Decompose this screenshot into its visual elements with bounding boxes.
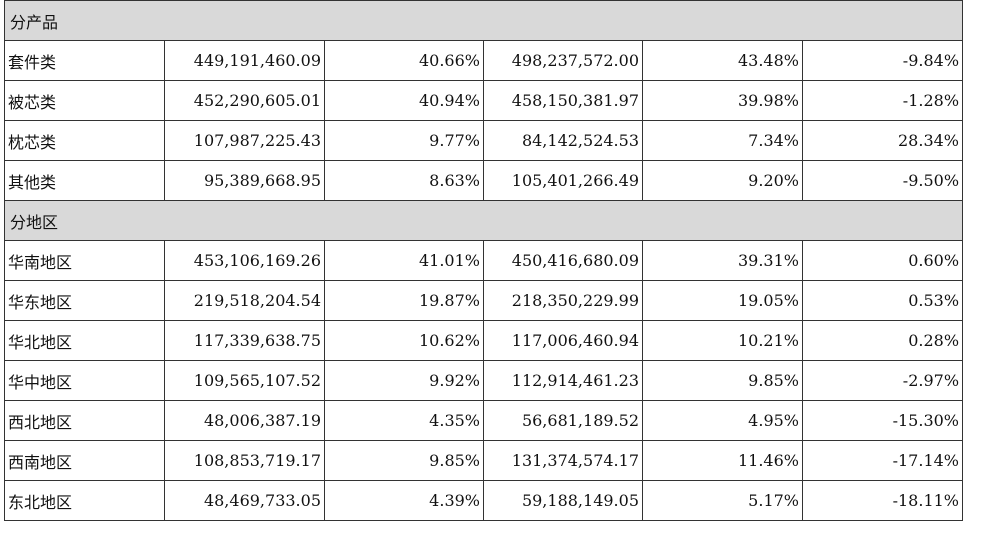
prior-share-cell: 7.34% [642, 120, 803, 161]
prior-share-cell: 9.20% [642, 160, 803, 201]
prior-share-cell: 19.05% [642, 280, 803, 321]
current-share-cell: 9.77% [324, 120, 484, 161]
row-label: 西南地区 [4, 440, 165, 481]
current-amount-cell: 117,339,638.75 [164, 320, 325, 361]
prior-share-cell: 10.21% [642, 320, 803, 361]
row-label: 其他类 [4, 160, 165, 201]
prior-amount-cell: 218,350,229.99 [483, 280, 643, 321]
row-label: 华南地区 [4, 240, 165, 281]
current-share-cell: 4.35% [324, 400, 484, 441]
table-row: 华南地区 453,106,169.26 41.01% 450,416,680.0… [4, 240, 964, 281]
current-amount-cell: 453,106,169.26 [164, 240, 325, 281]
change-cell: 0.28% [801, 320, 964, 361]
row-label: 被芯类 [4, 80, 165, 121]
table-row: 华北地区 117,339,638.75 10.62% 117,006,460.9… [4, 320, 964, 361]
section-header-row: 分产品 [3, 0, 964, 41]
prior-share-cell: 5.17% [642, 480, 803, 521]
prior-amount-cell: 84,142,524.53 [483, 120, 643, 161]
table-row: 套件类 449,191,460.09 40.66% 498,237,572.00… [4, 40, 964, 81]
row-label: 华北地区 [4, 320, 165, 361]
prior-share-cell: 9.85% [642, 360, 803, 401]
table-row: 华中地区 109,565,107.52 9.92% 112,914,461.23… [4, 360, 964, 401]
current-amount-cell: 48,006,387.19 [164, 400, 325, 441]
prior-amount-cell: 59,188,149.05 [483, 480, 643, 521]
row-label: 西北地区 [4, 400, 165, 441]
current-amount-cell: 108,853,719.17 [164, 440, 325, 481]
table-row: 西北地区 48,006,387.19 4.35% 56,681,189.52 4… [4, 400, 964, 441]
change-cell: -9.84% [801, 40, 964, 81]
table-row: 被芯类 452,290,605.01 40.94% 458,150,381.97… [4, 80, 964, 121]
current-share-cell: 8.63% [324, 160, 484, 201]
current-share-cell: 41.01% [324, 240, 484, 281]
current-amount-cell: 48,469,733.05 [164, 480, 325, 521]
current-share-cell: 10.62% [324, 320, 484, 361]
section-title: 分产品 [3, 0, 964, 41]
prior-amount-cell: 117,006,460.94 [483, 320, 643, 361]
change-cell: -1.28% [801, 80, 964, 121]
current-share-cell: 9.92% [324, 360, 484, 401]
change-cell: 28.34% [801, 120, 964, 161]
current-amount-cell: 452,290,605.01 [164, 80, 325, 121]
prior-amount-cell: 498,237,572.00 [483, 40, 643, 81]
table-row: 东北地区 48,469,733.05 4.39% 59,188,149.05 5… [4, 480, 964, 521]
table-row: 其他类 95,389,668.95 8.63% 105,401,266.49 9… [4, 160, 964, 201]
current-amount-cell: 449,191,460.09 [164, 40, 325, 81]
row-label: 华东地区 [4, 280, 165, 321]
prior-amount-cell: 56,681,189.52 [483, 400, 643, 441]
prior-share-cell: 39.31% [642, 240, 803, 281]
revenue-breakdown-table: 分产品 套件类 449,191,460.09 40.66% 498,237,57… [3, 0, 964, 521]
change-cell: -15.30% [801, 400, 964, 441]
current-share-cell: 4.39% [324, 480, 484, 521]
current-amount-cell: 107,987,225.43 [164, 120, 325, 161]
current-amount-cell: 109,565,107.52 [164, 360, 325, 401]
current-share-cell: 40.94% [324, 80, 484, 121]
prior-amount-cell: 105,401,266.49 [483, 160, 643, 201]
prior-share-cell: 11.46% [642, 440, 803, 481]
change-cell: -9.50% [801, 160, 964, 201]
row-label: 华中地区 [4, 360, 165, 401]
prior-amount-cell: 112,914,461.23 [483, 360, 643, 401]
table-row: 枕芯类 107,987,225.43 9.77% 84,142,524.53 7… [4, 120, 964, 161]
row-label: 套件类 [4, 40, 165, 81]
row-label: 枕芯类 [4, 120, 165, 161]
table-row: 西南地区 108,853,719.17 9.85% 131,374,574.17… [4, 440, 964, 481]
change-cell: -2.97% [801, 360, 964, 401]
change-cell: -18.11% [801, 480, 964, 521]
section-header-row: 分地区 [3, 200, 964, 241]
table-row: 华东地区 219,518,204.54 19.87% 218,350,229.9… [4, 280, 964, 321]
change-cell: 0.53% [801, 280, 964, 321]
current-amount-cell: 219,518,204.54 [164, 280, 325, 321]
prior-share-cell: 4.95% [642, 400, 803, 441]
current-share-cell: 19.87% [324, 280, 484, 321]
row-label: 东北地区 [4, 480, 165, 521]
prior-amount-cell: 131,374,574.17 [483, 440, 643, 481]
change-cell: 0.60% [801, 240, 964, 281]
section-title: 分地区 [3, 200, 964, 241]
current-share-cell: 40.66% [324, 40, 484, 81]
current-share-cell: 9.85% [324, 440, 484, 481]
prior-amount-cell: 458,150,381.97 [483, 80, 643, 121]
prior-share-cell: 43.48% [642, 40, 803, 81]
change-cell: -17.14% [801, 440, 964, 481]
current-amount-cell: 95,389,668.95 [164, 160, 325, 201]
prior-amount-cell: 450,416,680.09 [483, 240, 643, 281]
prior-share-cell: 39.98% [642, 80, 803, 121]
